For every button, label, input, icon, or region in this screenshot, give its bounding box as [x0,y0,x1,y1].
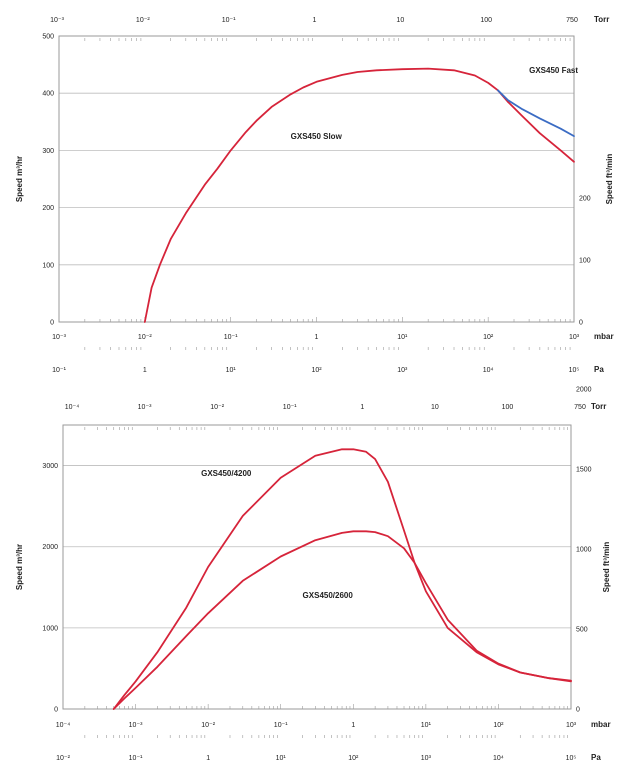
pa-tick-label: 10² [311,367,322,374]
y2-axis-title: Speed ft³/min [605,154,614,205]
pa-tick-label: 10⁴ [483,367,494,374]
x-tick-label: 10⁻¹ [224,334,238,341]
y2-axis-title: Speed ft³/min [602,542,611,593]
y-tick-label: 2000 [42,544,58,551]
x-tick-label: 10⁻³ [129,722,143,729]
pa-tick-label: 10⁻¹ [52,367,66,374]
torr-tick-label: 10⁻³ [50,17,64,24]
torr-tick-label: 750 [566,17,578,24]
y-tick-label: 500 [42,34,54,41]
pa-tick-label: 1 [143,367,147,374]
torr-tick-label: 100 [480,17,492,24]
x-tick-label: 10⁻² [201,722,215,729]
pa-tick-label: 1 [206,755,210,762]
torr-tick-label: 10⁻¹ [222,17,236,24]
torr-tick-label: 1 [313,17,317,24]
y2-tick-label: 2000 [576,387,592,394]
x-tick-label: 10¹ [421,722,432,729]
y2-tick-label: 500 [576,627,588,634]
pa-tick-label: 10² [348,755,359,762]
x-tick-label: 10³ [566,722,577,729]
plot-frame [62,424,572,710]
series-label-1: GXS450/2600 [303,591,354,600]
y-tick-label: 200 [42,205,54,212]
y2-tick-label: 100 [579,258,591,265]
pa-unit-label: Pa [594,365,604,374]
x-tick-label: 10⁻⁴ [56,722,71,729]
x-tick-label: 10¹ [397,334,408,341]
x-tick-label: 1 [351,722,355,729]
pa-unit-label: Pa [591,753,601,762]
torr-tick-label: 1 [360,404,364,411]
pa-tick-label: 10⁵ [569,367,580,374]
torr-tick-label: 750 [574,404,586,411]
y-tick-label: 0 [50,320,54,327]
series-line-0 [112,448,572,710]
torr-tick-label: 10⁻² [136,17,150,24]
series-label-0: GXS450/4200 [201,469,252,478]
x-tick-label: 10³ [569,334,580,341]
series-line-0 [143,67,575,323]
y2-tick-label: 0 [576,707,580,714]
y-tick-label: 100 [42,262,54,269]
x-unit-label: mbar [591,720,611,729]
series-line-1 [496,89,575,138]
pa-tick-label: 10³ [421,755,432,762]
pa-tick-label: 10⁴ [493,755,504,762]
x-unit-label: mbar [594,332,614,341]
x-tick-label: 10² [493,722,504,729]
series-label-1: GXS450 Fast [529,66,578,75]
y-axis-title: Speed m³/hr [15,544,24,590]
y-tick-label: 3000 [42,463,58,470]
y2-tick-label: 1500 [576,467,592,474]
pa-tick-label: 10⁻² [56,755,70,762]
pa-tick-label: 10¹ [226,367,237,374]
torr-tick-label: 10⁻² [210,404,224,411]
pa-tick-label: 10⁵ [566,755,577,762]
y2-tick-label: 0 [579,320,583,327]
torr-tick-label: 10⁻³ [138,404,152,411]
pa-tick-label: 10⁻¹ [129,755,143,762]
x-tick-label: 10² [483,334,494,341]
torr-tick-label: 10 [396,17,404,24]
torr-tick-label: 10 [431,404,439,411]
x-tick-label: 10⁻³ [52,334,66,341]
series-line-1 [112,530,572,710]
y-tick-label: 0 [54,707,58,714]
y-tick-label: 400 [42,91,54,98]
y2-tick-label: 200 [579,196,591,203]
plot-frame [58,35,575,323]
torr-unit-label: Torr [594,15,609,24]
torr-unit-label: Torr [591,402,606,411]
x-tick-label: 1 [315,334,319,341]
x-tick-label: 10⁻¹ [274,722,288,729]
torr-tick-label: 10⁻¹ [283,404,297,411]
pa-tick-label: 10³ [397,367,408,374]
y2-tick-label: 1000 [576,547,592,554]
y-tick-label: 300 [42,148,54,155]
y-tick-label: 1000 [42,625,58,632]
x-tick-label: 10⁻² [138,334,152,341]
y-axis-title: Speed m³/hr [15,156,24,202]
torr-tick-label: 10⁻⁴ [65,404,80,411]
torr-tick-label: 100 [502,404,514,411]
pa-tick-label: 10¹ [276,755,287,762]
series-label-0: GXS450 Slow [291,132,343,141]
